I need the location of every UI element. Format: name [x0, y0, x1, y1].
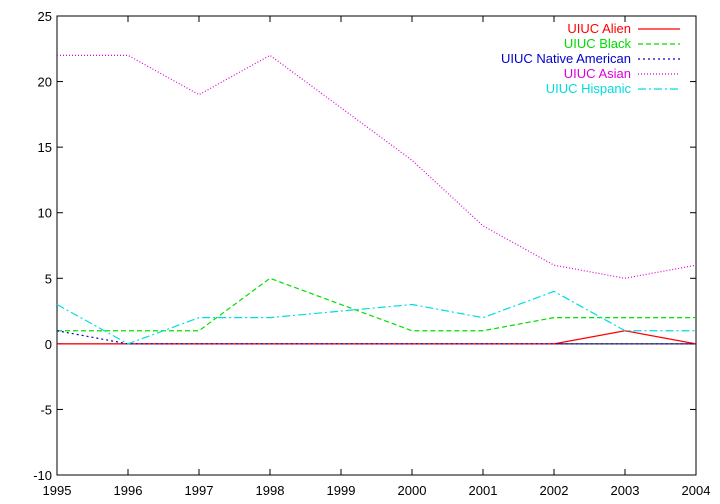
y-tick-label: 25 — [38, 9, 52, 24]
y-tick-label: 15 — [38, 140, 52, 155]
plot-frame — [56, 15, 697, 476]
x-tick-label: 2001 — [469, 483, 498, 498]
x-tick-label: 1998 — [256, 483, 285, 498]
series-line-uiuc-alien — [57, 330, 697, 345]
legend-label: UIUC Asian — [564, 66, 631, 81]
x-tick-label: 2002 — [540, 483, 569, 498]
legend-label: UIUC Hispanic — [546, 81, 632, 96]
series-line-uiuc-black — [57, 277, 696, 332]
x-tick-label: 1996 — [114, 483, 143, 498]
series-line-uiuc-native-american — [56, 330, 696, 345]
x-tick-label: 1995 — [43, 483, 72, 498]
y-tick-label: -5 — [40, 402, 52, 417]
legend-label: UIUC Black — [564, 36, 632, 51]
x-tick-label: 2003 — [611, 483, 640, 498]
x-tick-label: 1999 — [327, 483, 356, 498]
legend-label: UIUC Alien — [567, 21, 631, 36]
y-tick-label: 0 — [45, 337, 52, 352]
legend-label: UIUC Native American — [501, 51, 631, 66]
series-line-uiuc-asian — [57, 54, 697, 279]
y-tick-label: 10 — [38, 206, 52, 221]
series-line-uiuc-hispanic — [56, 290, 696, 345]
x-tick-label: 1997 — [185, 483, 214, 498]
x-tick-label: 2000 — [398, 483, 427, 498]
y-tick-label: 20 — [38, 75, 52, 90]
y-tick-label: 5 — [45, 271, 52, 286]
x-tick-label: 2004 — [682, 483, 711, 498]
y-tick-label: -10 — [33, 468, 52, 483]
